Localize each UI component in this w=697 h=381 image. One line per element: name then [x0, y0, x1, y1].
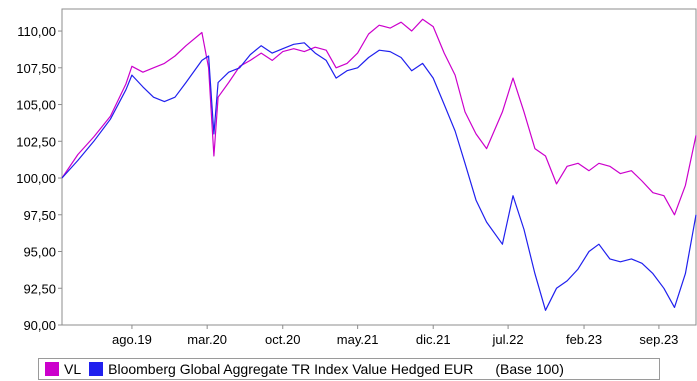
y-tick-label: 90,00	[23, 318, 56, 333]
x-tick-label: jul.22	[492, 332, 524, 347]
legend-note: (Base 100)	[495, 361, 564, 377]
legend: VL Bloomberg Global Aggregate TR Index V…	[38, 358, 660, 380]
legend-label-benchmark: Bloomberg Global Aggregate TR Index Valu…	[108, 361, 474, 377]
series-line-vl	[61, 18, 697, 216]
y-tick-label: 92,50	[23, 281, 56, 296]
x-tick-label: feb.23	[566, 332, 602, 347]
legend-swatch-vl	[45, 362, 59, 376]
line-chart: 90,00 92,50 95,00 97,50 100,00 102,50 105,00 10…	[16, 8, 697, 347]
y-tick-label: 100,00	[16, 171, 56, 186]
y-tick-label: 105,00	[16, 98, 56, 113]
x-tick-label: oct.20	[265, 332, 300, 347]
y-tick-label: 97,50	[23, 208, 56, 223]
series-line-benchmark	[61, 42, 697, 311]
legend-swatch-benchmark	[89, 362, 104, 376]
legend-label-vl: VL	[64, 361, 82, 377]
y-tick-label: 102,50	[16, 134, 56, 149]
x-tick-label: dic.21	[416, 332, 451, 347]
x-tick-label: mar.20	[187, 332, 227, 347]
y-tick-label: 107,50	[16, 61, 56, 76]
plot-area	[61, 8, 697, 326]
y-tick-label: 110,00	[17, 24, 56, 39]
x-tick-label: ago.19	[112, 332, 152, 347]
y-tick-label: 95,00	[23, 245, 56, 260]
x-tick-label: sep.23	[639, 332, 678, 347]
x-tick-label: may.21	[337, 332, 379, 347]
